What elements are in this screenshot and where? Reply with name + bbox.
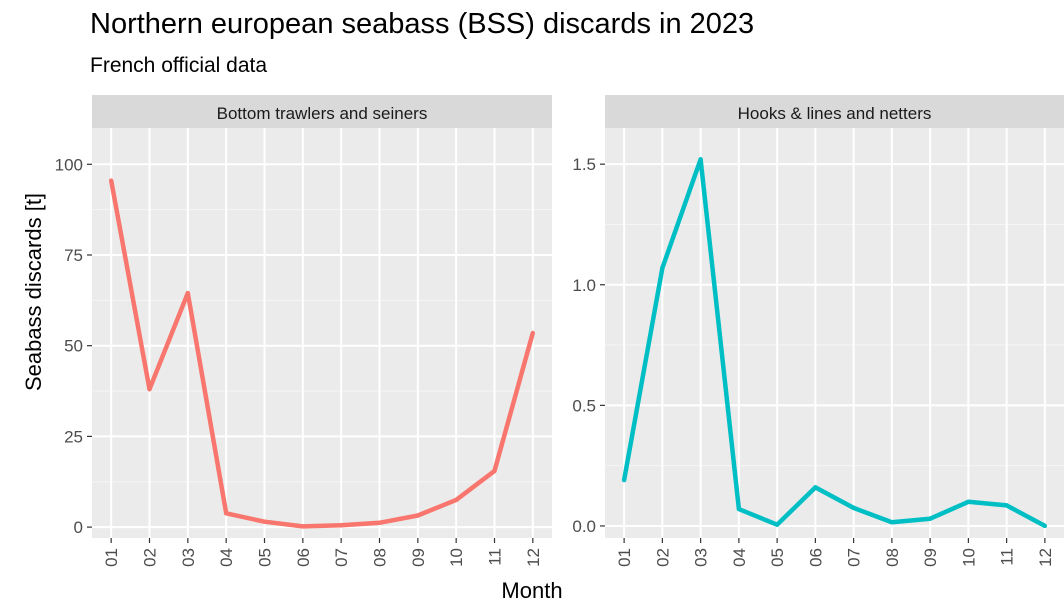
x-tick-label: 10 — [959, 548, 978, 567]
data-point — [262, 519, 267, 524]
x-tick-label: 09 — [409, 548, 428, 567]
panel-strip — [605, 95, 1064, 128]
y-tick-label: 1.5 — [572, 155, 596, 174]
x-axis-label: Month — [501, 578, 563, 603]
y-tick-label: 0.0 — [572, 517, 596, 536]
panel-1: Bottom trawlers and seiners 0 25 50 75 100 01 0… — [55, 95, 552, 567]
x-tick-label: 06 — [294, 548, 313, 567]
series-line — [621, 157, 1046, 528]
panel-background — [605, 128, 1064, 538]
panel-2: Hooks & lines and netters 0.0 0.5 1.0 1.5 01 0… — [572, 95, 1064, 567]
x-tick-label: 03 — [692, 548, 711, 567]
x-tick-label: 01 — [615, 548, 634, 567]
x-tick-label: 09 — [921, 548, 940, 567]
data-point — [453, 497, 459, 503]
x-tick-label: 03 — [179, 548, 198, 567]
data-point — [223, 511, 229, 516]
panel-strip-label: Hooks & lines and netters — [738, 104, 932, 123]
chart-subtitle: French official data — [90, 54, 268, 77]
data-point — [813, 485, 818, 490]
x-tick-label: 12 — [1036, 548, 1055, 567]
data-point — [147, 387, 152, 392]
data-point — [185, 290, 191, 296]
data-point — [1042, 523, 1048, 529]
x-tick-label: 02 — [141, 548, 160, 567]
x-tick-label: 08 — [883, 548, 902, 567]
data-point — [736, 506, 742, 512]
data-point — [1004, 503, 1009, 508]
y-tick-label: 1.0 — [572, 276, 596, 295]
x-tick-label: 12 — [524, 548, 543, 567]
y-tick-label: 100 — [55, 155, 83, 174]
data-point — [621, 477, 627, 483]
x-tick-label: 05 — [768, 548, 787, 567]
y-tick-label: 75 — [64, 246, 83, 265]
data-point — [415, 513, 421, 518]
x-tick-label: 11 — [998, 548, 1017, 566]
data-point — [774, 522, 780, 527]
x-tick-label: 11 — [486, 548, 505, 566]
x-tick-label: 01 — [102, 548, 121, 567]
data-point — [851, 505, 856, 511]
data-point — [698, 157, 703, 162]
series-line — [108, 180, 535, 529]
y-tick-label: 50 — [64, 337, 83, 356]
panel-strip-label: Bottom trawlers and seiners — [217, 104, 428, 123]
data-point — [966, 499, 971, 505]
chart-title: Northern european seabass (BSS) discards… — [90, 8, 755, 40]
data-point — [108, 178, 114, 183]
y-tick-label: 0 — [74, 518, 83, 537]
x-tick-label: 08 — [371, 548, 390, 567]
data-point — [530, 330, 536, 336]
x-tick-label: 07 — [332, 548, 351, 567]
y-tick-label: 0.5 — [572, 396, 596, 415]
data-point — [300, 524, 306, 529]
data-point — [660, 265, 665, 271]
y-tick-label: 25 — [64, 427, 83, 446]
x-tick-label: 07 — [845, 548, 864, 567]
x-tick-label: 05 — [256, 548, 275, 567]
panel-background — [92, 128, 552, 538]
data-point — [492, 468, 497, 474]
x-tick-label: 06 — [806, 548, 825, 567]
data-point — [377, 520, 382, 525]
x-tick-label: 02 — [653, 548, 672, 567]
x-tick-label: 10 — [447, 548, 466, 567]
panel-strip — [92, 95, 552, 128]
data-point — [927, 516, 933, 521]
x-tick-label: 04 — [217, 548, 236, 567]
data-point — [338, 523, 344, 528]
x-tick-label: 04 — [730, 548, 749, 567]
data-point — [889, 520, 895, 525]
